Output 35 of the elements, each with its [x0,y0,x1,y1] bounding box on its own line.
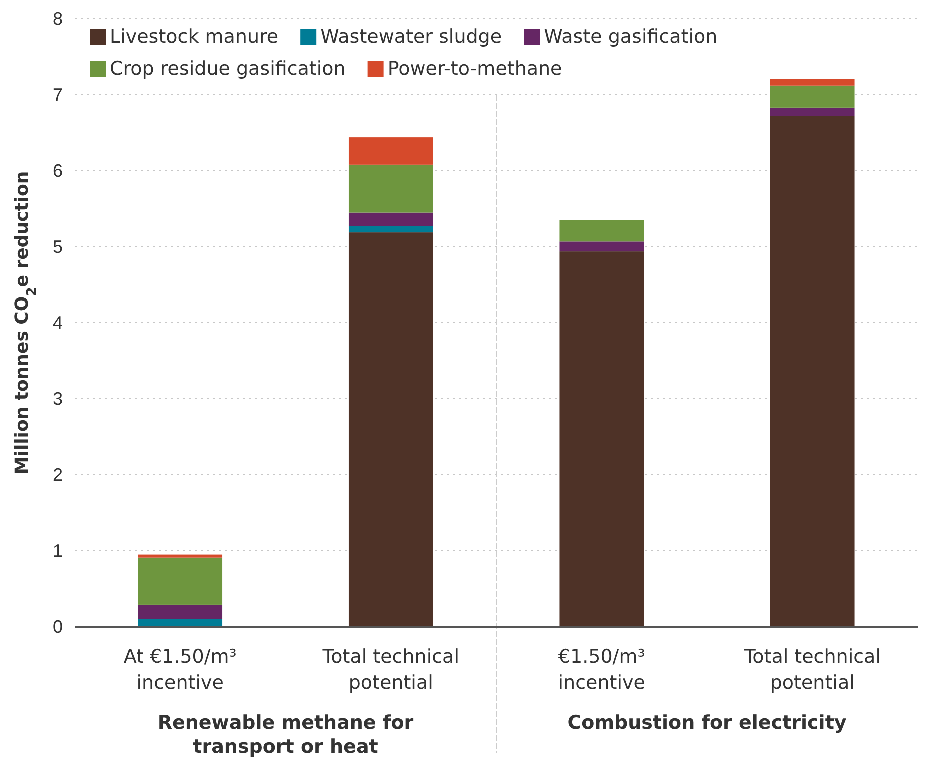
x-tick-label: Total technical potential [322,646,460,694]
legend-label: Livestock manure [110,26,279,48]
x-tick-label: €1.50/m³ incentive [558,646,646,694]
y-tick-label: 8 [52,8,63,29]
text: Renewable methane for transport or heat [158,712,414,758]
y-tick-label: 7 [52,84,63,105]
y-tick-label: 4 [52,312,63,333]
y-tick-label: 2 [52,464,63,485]
y-tick-label: 0 [52,616,63,637]
x-tick-label: At €1.50/m³ incentive [124,646,237,694]
bar [138,554,223,558]
bar [348,212,434,226]
bar [770,86,855,108]
bar [348,226,434,233]
text: Combustion for electricity [568,712,848,734]
legend-label: Wastewater sludge [320,26,502,48]
bar [770,108,855,116]
x-tick-label: Total technical potential [743,646,881,694]
y-tick-label: 1 [52,540,63,561]
legend-label: Waste gasification [544,26,718,48]
bar [138,604,223,620]
bar [348,232,434,627]
bar [348,164,434,213]
y-tick-label: 6 [52,160,63,181]
y-tick-label: 5 [52,236,63,257]
bar [770,116,855,627]
bar [138,558,223,605]
bar [560,220,644,242]
bar [770,79,855,86]
bar [560,252,644,627]
bar [348,138,434,165]
y-tick-label: 3 [52,388,63,409]
legend-label: Crop residue gasification [110,58,346,80]
bar [560,242,644,252]
legend-label: Power-to-methane [388,58,562,80]
